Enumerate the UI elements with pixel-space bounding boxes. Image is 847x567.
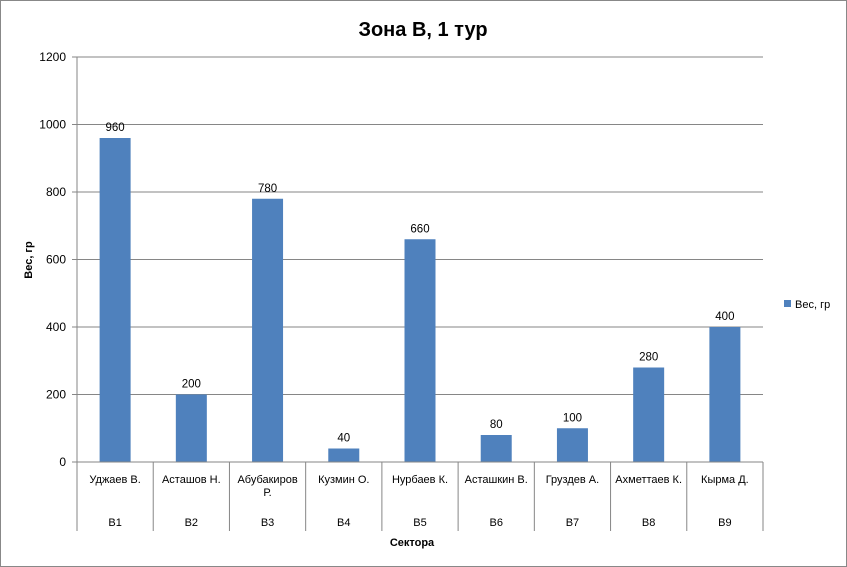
legend: Вес, гр	[784, 299, 830, 311]
x-category-label: Асташов Н.	[162, 474, 221, 486]
bar	[404, 239, 436, 462]
x-sector-label: В3	[261, 517, 274, 529]
x-category-label: Абубакиров	[237, 474, 297, 486]
x-axis-label: Сектора	[390, 537, 435, 549]
x-category-label: Кырма Д.	[701, 474, 749, 486]
data-label: 80	[490, 419, 503, 431]
bar	[633, 367, 665, 462]
data-label: 660	[410, 223, 429, 235]
bar	[480, 435, 512, 462]
x-category-label: Кузмин О.	[318, 474, 369, 486]
data-label: 960	[106, 122, 125, 134]
y-tick-label: 1000	[39, 118, 66, 132]
x-category-label: Асташкин В.	[465, 474, 528, 486]
x-sector-label: В8	[642, 517, 655, 529]
x-category-label: Нурбаев К.	[392, 474, 448, 486]
y-axis-label: Вес, гр	[23, 241, 35, 279]
x-sector-label: В6	[489, 517, 502, 529]
data-label: 280	[639, 352, 658, 364]
legend-swatch	[784, 300, 791, 307]
data-label: 780	[258, 183, 277, 195]
x-sector-label: В9	[718, 517, 731, 529]
data-labels: 960 200 780 40 660 80 100 280 400	[106, 122, 735, 445]
x-sector-label: В5	[413, 517, 426, 529]
legend-label: Вес, гр	[795, 299, 830, 311]
y-tick-label: 0	[59, 455, 66, 469]
y-tick-label: 200	[46, 388, 66, 402]
data-label: 100	[563, 412, 582, 424]
y-axis-ticks: 0 200 400 600 800 1000 1200	[39, 50, 78, 469]
x-category-label: Уджаев В.	[89, 474, 140, 486]
x-category-label: Р.	[263, 487, 271, 499]
x-sector-label: В4	[337, 517, 350, 529]
y-tick-label: 800	[46, 185, 66, 199]
x-category-label: Груздев А.	[546, 474, 599, 486]
bar	[556, 428, 588, 462]
data-label: 400	[715, 311, 734, 323]
chart-title: Зона В, 1 тур	[358, 19, 487, 41]
bar	[99, 138, 131, 462]
y-tick-label: 600	[46, 253, 66, 267]
y-tick-label: 1200	[39, 50, 66, 64]
x-sector-label: В1	[108, 517, 121, 529]
x-sector-label: В2	[185, 517, 198, 529]
data-label: 40	[337, 433, 350, 445]
bar	[328, 448, 360, 462]
x-sector-label: В7	[566, 517, 579, 529]
bar	[252, 198, 284, 462]
x-category-label: Ахметтаев К.	[615, 474, 682, 486]
bar	[709, 327, 741, 462]
data-label: 200	[182, 379, 201, 391]
bars	[99, 138, 741, 462]
y-tick-label: 400	[46, 320, 66, 334]
bar	[175, 394, 207, 462]
